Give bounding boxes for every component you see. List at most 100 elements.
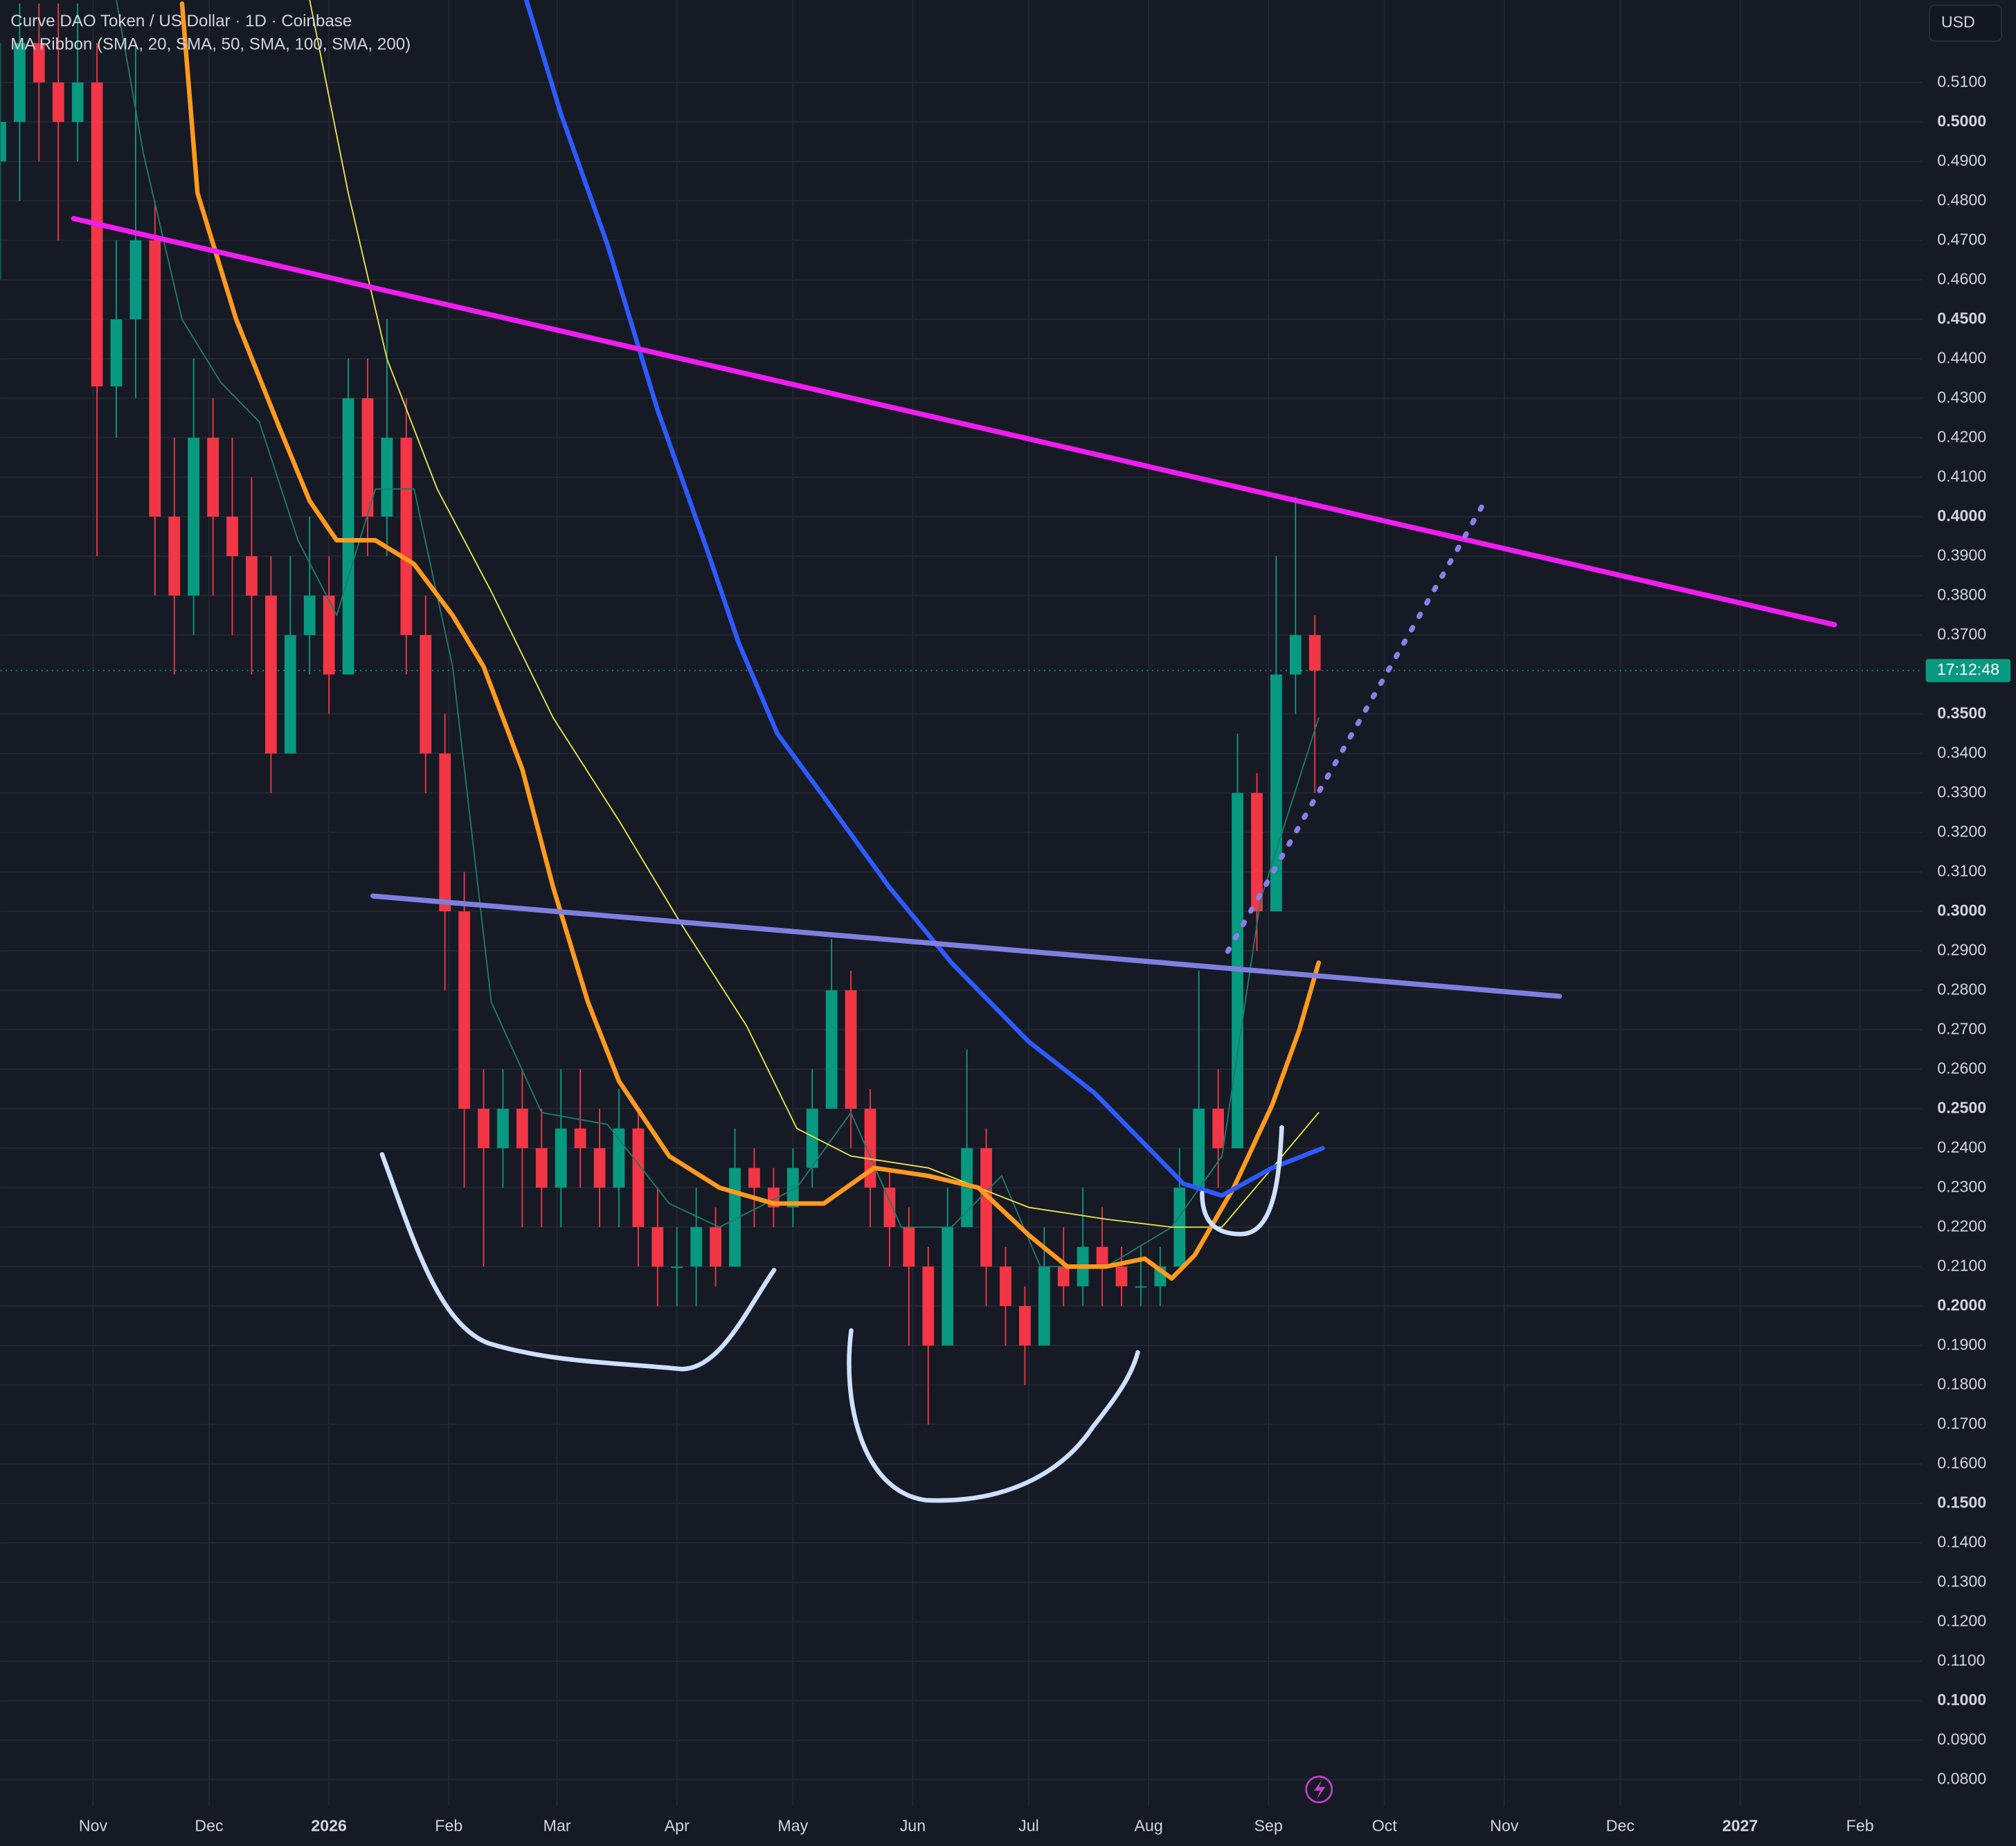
y-tick-label: 0.3200 — [1937, 822, 1986, 840]
x-tick-label: Nov — [1490, 1816, 1519, 1834]
moving-average — [179, 1, 1321, 1281]
x-tick-label: Dec — [1606, 1816, 1635, 1834]
x-tick-label: May — [777, 1816, 808, 1834]
candle-body — [246, 556, 258, 596]
candle-body — [535, 1148, 548, 1188]
y-tick-label: 0.2300 — [1937, 1177, 1986, 1195]
candle-body — [14, 43, 26, 123]
candle-body — [71, 82, 84, 123]
candle-body — [922, 1266, 935, 1346]
candle-body — [303, 595, 316, 636]
y-tick-label: 0.1000 — [1937, 1690, 1986, 1708]
candle-body — [613, 1128, 625, 1188]
x-tick-label: Sep — [1254, 1816, 1283, 1834]
chart-title: Curve DAO Token / US Dollar · 1D · Coinb… — [10, 12, 352, 30]
x-tick-label: Jun — [900, 1816, 926, 1834]
candle-body — [323, 595, 335, 675]
currency-button[interactable] — [1929, 4, 2003, 42]
candle-body — [710, 1227, 721, 1267]
time-axis — [0, 1806, 1923, 1846]
x-tick-label: 2027 — [1722, 1816, 1758, 1834]
candle-body — [806, 1109, 818, 1168]
y-tick-label: 0.4900 — [1937, 151, 1986, 169]
y-tick-label: 0.4700 — [1937, 230, 1986, 248]
candle-body — [1038, 1266, 1050, 1346]
candle-body — [1270, 674, 1282, 912]
candle-body — [671, 1266, 683, 1269]
candle-body — [226, 517, 238, 557]
candle-body — [574, 1128, 586, 1149]
candle-body — [361, 398, 374, 517]
candle-body — [381, 438, 393, 517]
candle-body — [497, 1109, 509, 1149]
y-tick-label: 0.3100 — [1937, 861, 1986, 879]
currency: USD — [1941, 13, 1975, 31]
y-tick-label: 0.4500 — [1937, 309, 1986, 327]
drawings — [71, 215, 1837, 1503]
y-tick-label: 0.2000 — [1937, 1296, 1986, 1314]
indicator-label: MA Ribbon (SMA, 20, SMA, 50, SMA, 100, S… — [10, 35, 411, 53]
event-icon-bolt — [1313, 1780, 1326, 1800]
y-tick-label: 0.2700 — [1937, 1019, 1986, 1037]
left-shoulder — [379, 1151, 777, 1372]
y-tick-label: 0.3000 — [1937, 901, 1986, 919]
y-tick-label: 0.1600 — [1937, 1453, 1986, 1471]
candle-body — [1019, 1306, 1031, 1346]
candle-body — [903, 1227, 915, 1267]
candle-body — [168, 517, 181, 596]
candle-body — [690, 1227, 703, 1267]
candle-body — [748, 1167, 760, 1188]
candle-body — [825, 990, 838, 1109]
candle-body — [555, 1128, 567, 1188]
candle-body — [1308, 635, 1321, 671]
y-tick-label: 0.2200 — [1937, 1217, 1986, 1235]
candle-body — [1289, 635, 1302, 675]
candle-body — [1000, 1266, 1011, 1307]
candle-body — [0, 122, 6, 162]
x-tick-label: Mar — [543, 1816, 571, 1834]
y-tick-label: 0.4200 — [1937, 427, 1986, 445]
y-tick-label: 0.3900 — [1937, 546, 1986, 564]
candle-body — [1096, 1246, 1108, 1267]
y-tick-label: 0.1700 — [1937, 1414, 1986, 1432]
head — [847, 1328, 1140, 1503]
candle-body — [188, 438, 200, 596]
candle-body — [458, 911, 470, 1109]
y-tick-label: 0.2600 — [1937, 1059, 1986, 1077]
countdown: 17:12:48 — [1937, 661, 1999, 679]
x-tick-label: 2026 — [311, 1816, 347, 1834]
y-tick-label: 0.2900 — [1937, 940, 1986, 958]
neckline — [370, 893, 1563, 999]
candle-body — [284, 635, 296, 754]
y-tick-label: 0.2800 — [1937, 980, 1986, 998]
candle-body — [33, 43, 45, 83]
candle-body — [961, 1148, 973, 1228]
y-tick-label: 0.1300 — [1937, 1572, 1986, 1590]
candle-body — [942, 1227, 954, 1346]
y-tick-label: 0.3800 — [1937, 585, 1986, 603]
countdown-box — [1925, 658, 2011, 683]
y-tick-label: 0.3300 — [1937, 782, 1986, 800]
y-tick-label: 0.1200 — [1937, 1611, 1986, 1629]
x-tick-label: Apr — [665, 1816, 690, 1834]
y-tick-label: 0.4800 — [1937, 190, 1986, 208]
x-tick-label: Feb — [435, 1816, 462, 1834]
y-tick-label: 0.2100 — [1937, 1256, 1986, 1274]
candle-body — [845, 990, 857, 1109]
y-tick-label: 0.1900 — [1937, 1335, 1986, 1353]
plot-area — [0, 0, 1325, 1425]
candle-body — [265, 595, 277, 754]
candle-body — [52, 82, 64, 123]
x-tick-label: Dec — [195, 1816, 223, 1834]
candle-body — [786, 1167, 799, 1208]
y-tick-label: 0.3400 — [1937, 743, 1986, 761]
candle-body — [439, 753, 451, 912]
candle-body — [1193, 1109, 1205, 1188]
x-tick-label: Nov — [79, 1816, 108, 1834]
candle-body — [883, 1188, 896, 1228]
event-icon[interactable] — [1305, 1775, 1333, 1804]
y-tick-label: 0.4100 — [1937, 467, 1986, 485]
candle-body — [516, 1109, 528, 1149]
